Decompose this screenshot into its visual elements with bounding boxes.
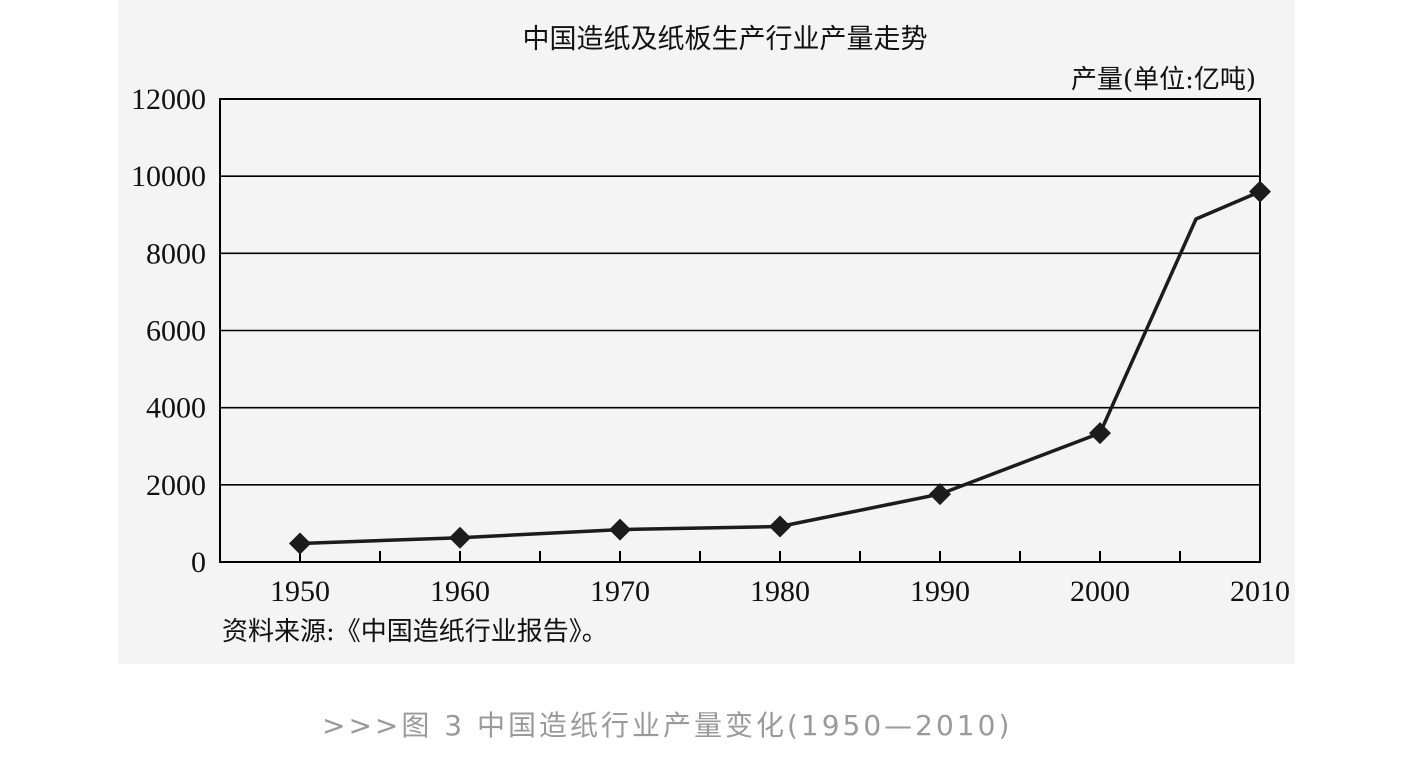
- y-tick-label: 0: [191, 546, 206, 579]
- source-note: 资料来源:《中国造纸行业报告》。: [222, 617, 608, 647]
- data-point-1950: [289, 532, 311, 555]
- chart-title: 中国造纸及纸板生产行业产量走势: [523, 24, 928, 55]
- y-axis-unit-label: 产量(单位:亿吨): [1071, 65, 1256, 95]
- y-axis-tick-labels: 0 2000 4000 6000 8000 10000 12000: [131, 83, 206, 579]
- y-tick-label: 12000: [131, 83, 206, 116]
- data-point-2010: [1249, 180, 1271, 203]
- series-production: [289, 180, 1271, 555]
- x-tick-label: 2010: [1230, 575, 1290, 608]
- chart-panel: [118, 0, 1295, 664]
- data-point-1990: [929, 483, 951, 506]
- y-tick-label: 6000: [146, 315, 206, 348]
- x-tick-label: 1990: [910, 575, 970, 608]
- y-tick-label: 10000: [131, 160, 206, 193]
- data-point-2000: [1089, 422, 1111, 445]
- x-tick-label: 2000: [1070, 575, 1130, 608]
- x-tick-label: 1970: [590, 575, 650, 608]
- x-axis-tick-labels: 1950 1960 1970 1980 1990 2000 2010: [270, 575, 1290, 608]
- data-point-1960: [449, 526, 471, 549]
- y-tick-label: 8000: [146, 237, 206, 270]
- grid-lines: [220, 175, 1260, 486]
- series-line: [299, 189, 1261, 546]
- data-point-1980: [769, 515, 791, 538]
- data-point-1970: [609, 518, 631, 541]
- x-tick-label: 1980: [750, 575, 810, 608]
- x-tick-label: 1950: [270, 575, 330, 608]
- figure-caption: >>>图 3 中国造纸行业产量变化(1950—2010): [322, 709, 1012, 742]
- x-tick-label: 1960: [430, 575, 490, 608]
- plot-frame: [219, 98, 1261, 563]
- y-tick-label: 4000: [146, 392, 206, 425]
- y-tick-label: 2000: [146, 469, 206, 502]
